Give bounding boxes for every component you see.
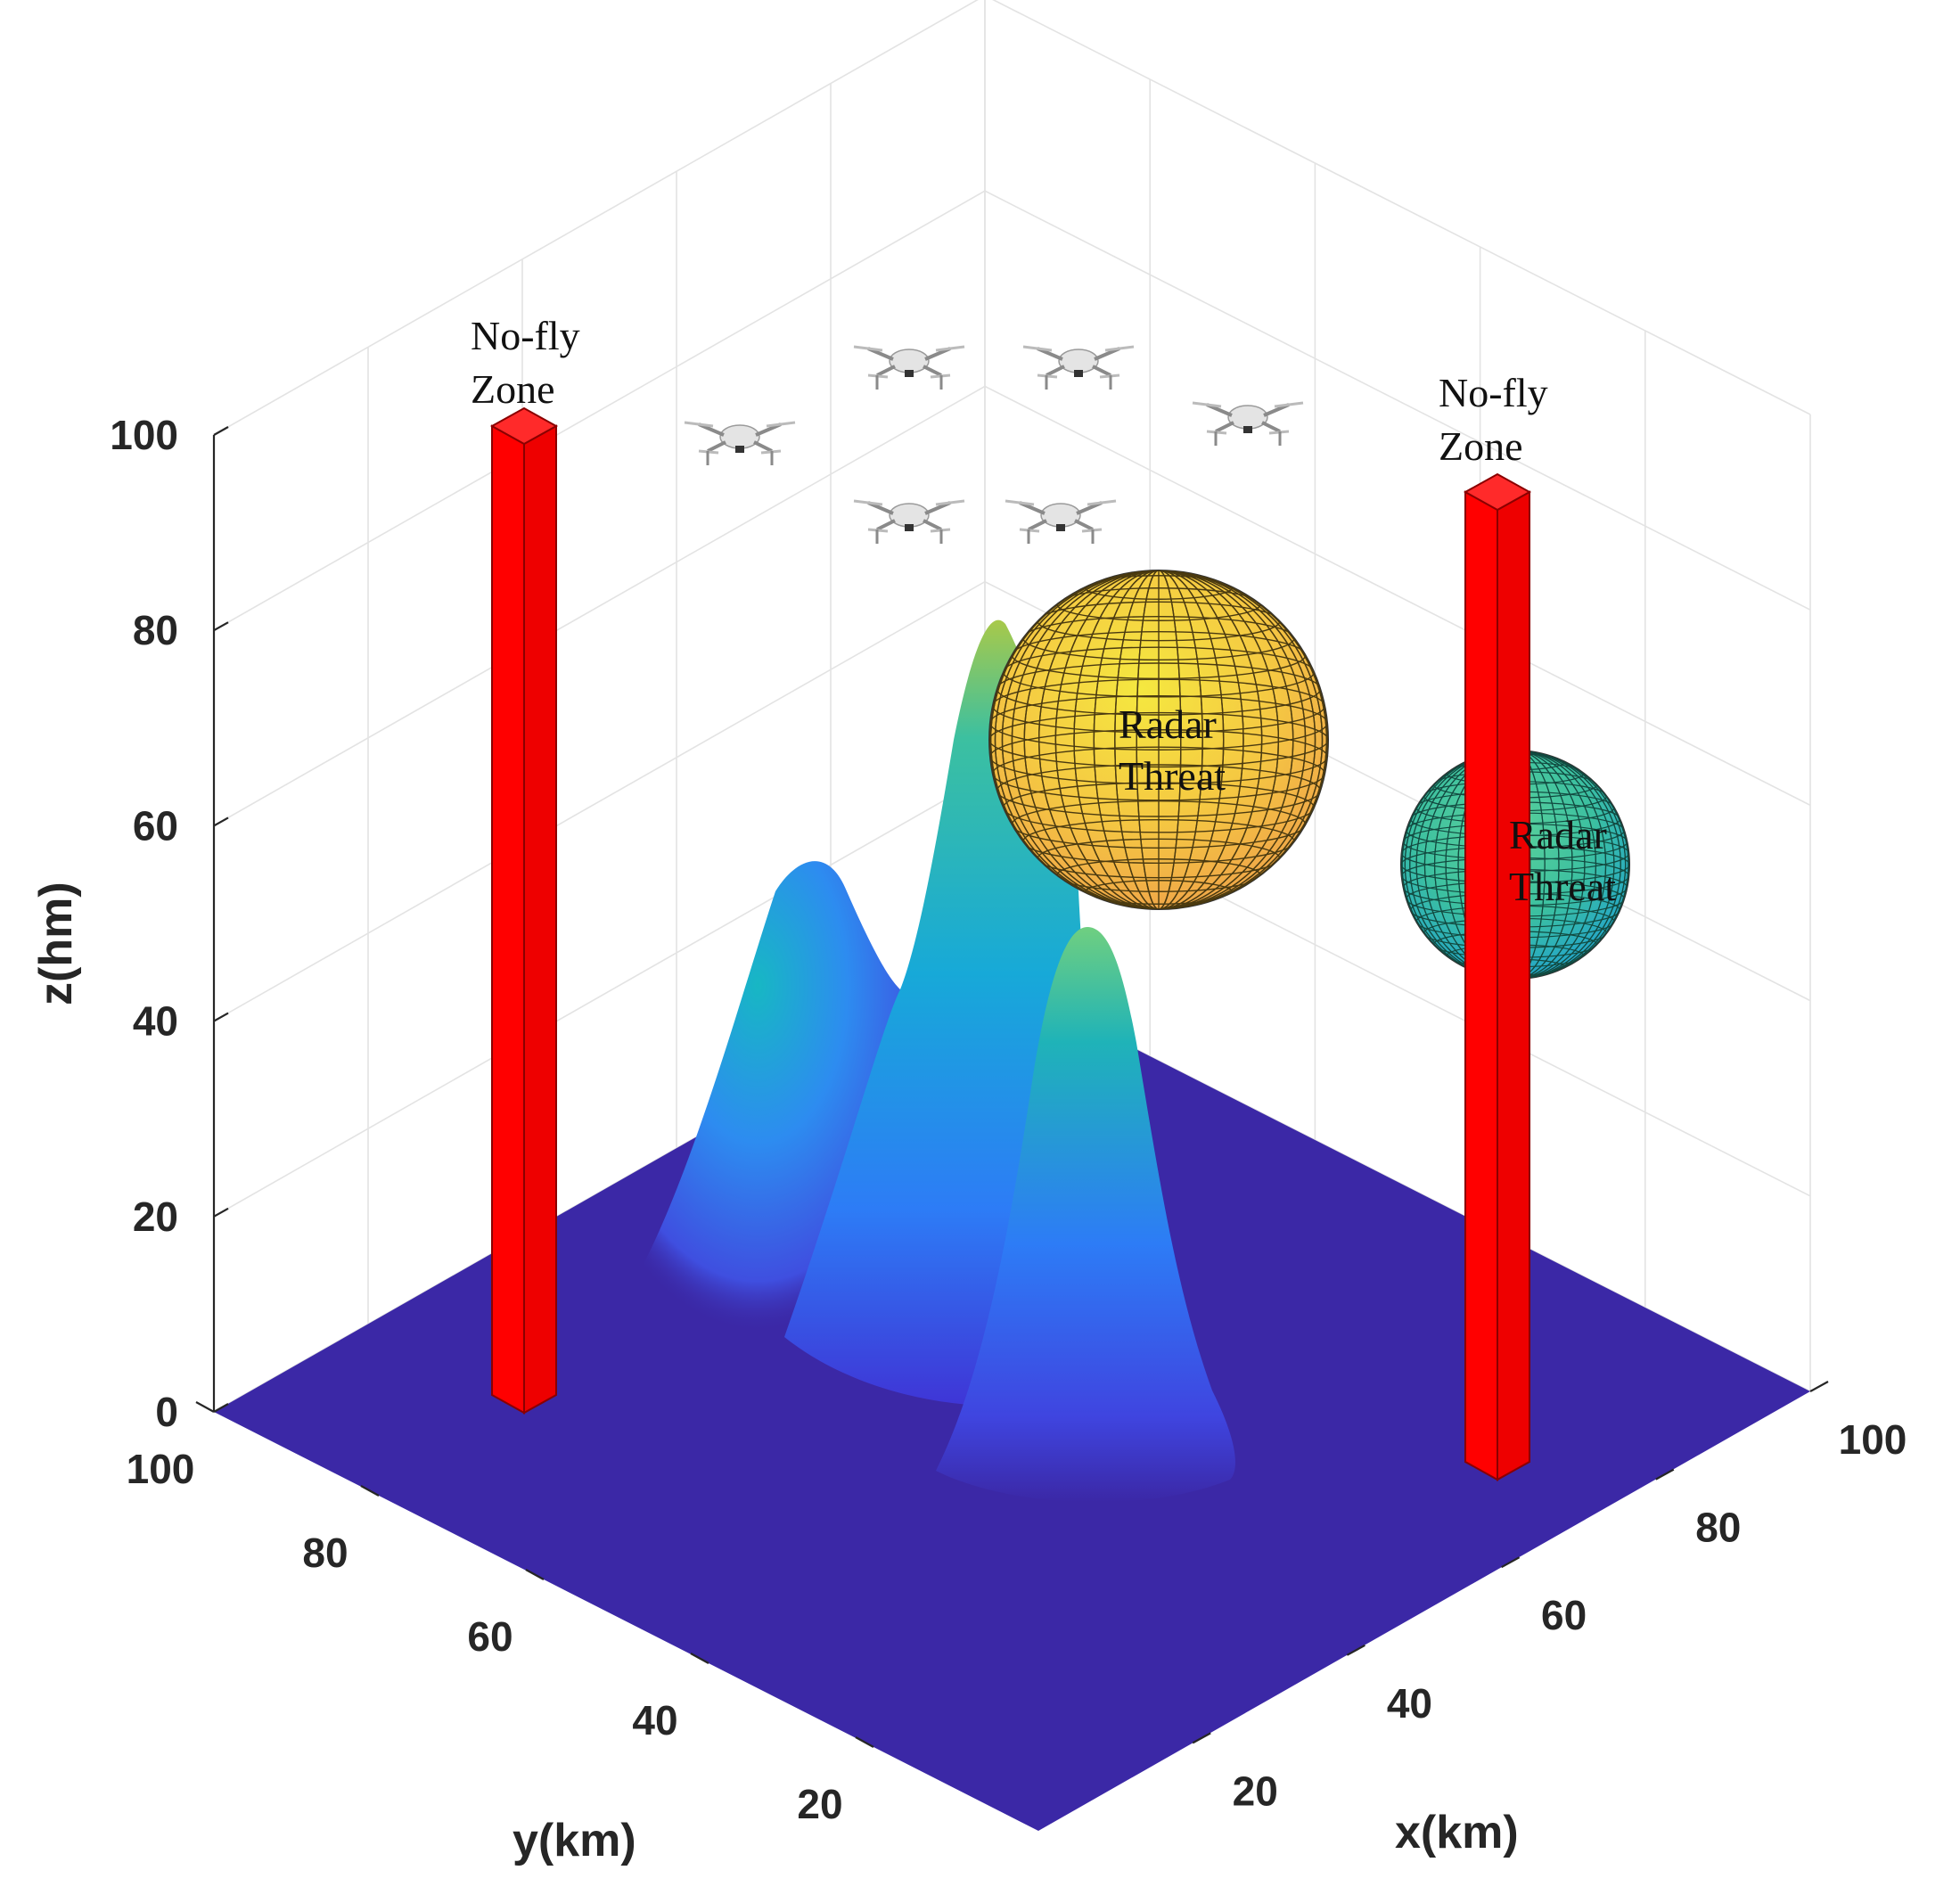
z-tick-mark	[213, 621, 229, 632]
y-tick-mark	[690, 1653, 709, 1664]
y-tick-mark	[525, 1569, 545, 1580]
uav-icon	[853, 499, 965, 544]
y-tick-label: 40	[632, 1697, 677, 1743]
z-tick-label: 60	[133, 802, 178, 849]
sphere-mesh-line	[1011, 570, 1307, 909]
z-tick-mark	[213, 426, 229, 436]
grid-line	[213, 0, 1811, 436]
terrain-peak-front	[936, 927, 1235, 1503]
z-tick-label: 20	[133, 1194, 178, 1240]
no-fly-label-2b: Zone	[1439, 423, 1523, 469]
y-tick-label: 80	[302, 1530, 348, 1576]
radar-threat-1	[988, 570, 1329, 910]
sphere-mesh-line	[1409, 751, 1621, 979]
sphere-mesh-line	[994, 570, 1324, 909]
sphere-mesh-line	[1023, 570, 1294, 909]
sphere-mesh-line	[1073, 570, 1244, 909]
z-tick-label: 80	[133, 607, 178, 653]
uav-icon	[1192, 401, 1304, 446]
sphere-mesh-line	[1136, 570, 1182, 909]
z-tick-mark	[213, 1207, 229, 1218]
y-tick-label: 100	[127, 1446, 195, 1492]
z-tick-label: 0	[155, 1389, 178, 1435]
y-tick-mark	[855, 1736, 874, 1748]
x-tick-label: 60	[1541, 1592, 1587, 1638]
uav-group	[684, 345, 1304, 544]
sphere-mesh-line	[1433, 751, 1597, 979]
uav-icon	[1022, 345, 1135, 390]
sphere-mesh-line	[1093, 570, 1225, 909]
x-tick-mark	[1192, 1732, 1211, 1744]
uav-icon	[684, 421, 796, 465]
z-tick-mark	[213, 1403, 229, 1413]
grid-line	[213, 190, 1811, 631]
sphere-mesh-line	[1457, 751, 1573, 979]
x-tick-mark	[1655, 1468, 1675, 1481]
sphere-mesh-line	[1001, 570, 1316, 909]
no-fly-pillar-2	[1463, 472, 1532, 1481]
sphere-mesh-line	[1404, 751, 1627, 979]
y-axis-label: y(km)	[513, 1815, 636, 1866]
sphere-mesh-line	[989, 570, 1328, 909]
sphere-mesh-line	[1423, 751, 1607, 979]
z-tick-mark	[213, 1012, 229, 1022]
sphere-mesh-line	[1415, 751, 1615, 979]
no-fly-label-1: No-fly	[471, 313, 580, 358]
z-axis-label: z(hm)	[30, 882, 82, 1005]
uav-icon	[1005, 499, 1117, 544]
y-tick-mark	[195, 1401, 215, 1413]
no-fly-label-1b: Zone	[471, 366, 555, 412]
z-tick-mark	[213, 816, 229, 827]
z-tick-label: 40	[133, 998, 178, 1045]
sphere-mesh-line	[989, 711, 1328, 768]
axes: 0 20 40 60 80 100 20 40 60 80 100 20 40 60 80 100	[110, 412, 1907, 1827]
y-tick-mark	[360, 1485, 380, 1497]
sphere-mesh-line	[1401, 751, 1629, 979]
y-tick-label: 20	[797, 1781, 842, 1827]
y-tick-label: 60	[467, 1613, 513, 1660]
no-fly-pillar-1	[489, 406, 559, 1415]
x-tick-label: 20	[1233, 1768, 1278, 1814]
x-tick-label: 100	[1839, 1416, 1907, 1463]
x-tick-label: 80	[1695, 1505, 1741, 1551]
radar-label-2b: Threat	[1509, 864, 1616, 909]
sphere-mesh-line	[1037, 570, 1280, 909]
z-tick-label: 100	[110, 412, 178, 458]
radar-label-1: Radar	[1119, 701, 1217, 747]
sphere-mesh-line	[1054, 570, 1263, 909]
x-axis-label: x(km)	[1395, 1807, 1519, 1858]
x-tick-label: 40	[1387, 1680, 1432, 1727]
sphere-mesh-line	[1445, 751, 1586, 979]
uav-icon	[853, 345, 965, 390]
sphere-mesh-line	[1114, 570, 1203, 909]
x-tick-mark	[1501, 1556, 1521, 1569]
no-fly-label-2: No-fly	[1439, 370, 1548, 415]
radar-label-1b: Threat	[1119, 753, 1226, 799]
x-tick-mark	[1809, 1381, 1829, 1392]
x-tick-mark	[1346, 1644, 1365, 1656]
radar-label-2: Radar	[1509, 812, 1607, 857]
